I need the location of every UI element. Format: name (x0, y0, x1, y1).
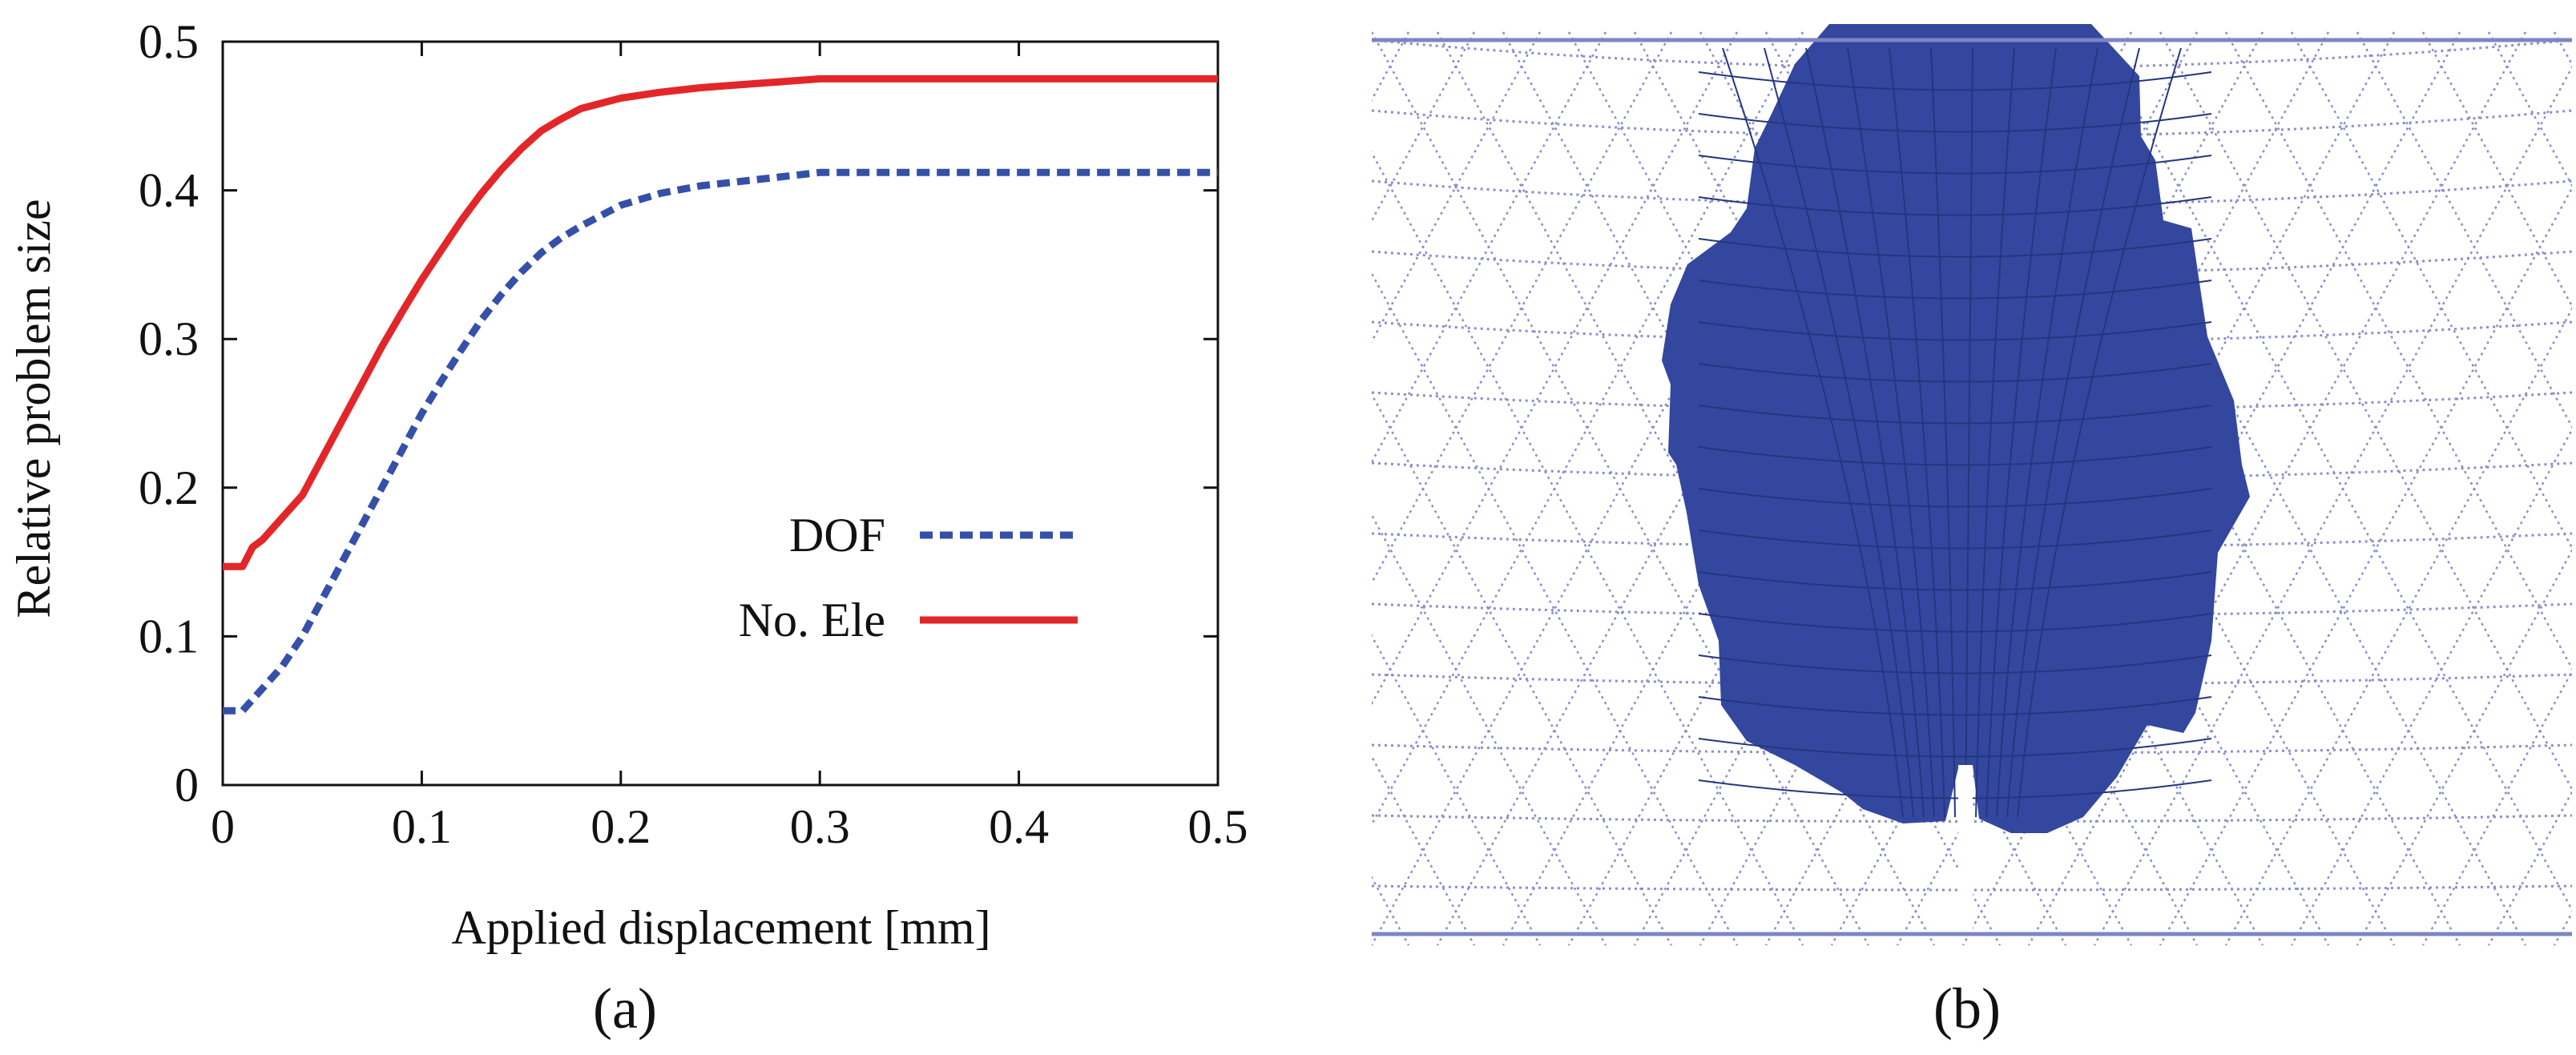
refined-cell-line (1764, 47, 1914, 818)
refined-cell-line (1698, 155, 2212, 175)
mesh-diagonal (2224, 307, 2572, 946)
series-line-no-ele (223, 74, 1218, 570)
mesh-diagonal (1372, 31, 1542, 344)
mesh-diagonal (1372, 513, 1607, 946)
mesh-diagonal (1372, 31, 1476, 223)
refined-cell-line (2017, 47, 2182, 818)
refined-cell-line (2006, 47, 2140, 818)
refined-cell-line (1722, 47, 1904, 818)
legend-label: DOF (789, 509, 885, 562)
refined-cell-line (1985, 47, 2057, 818)
mesh-diagonal (2290, 427, 2572, 946)
mesh-diagonal (2356, 31, 2572, 429)
mesh-arc (1372, 38, 2572, 70)
refined-region (1662, 24, 2250, 833)
mesh-arc (1372, 884, 2572, 892)
y-tick-label: 0.4 (139, 164, 199, 217)
series-layer (223, 74, 1218, 715)
refined-cell-line (1698, 738, 2212, 758)
y-axis-label: Relative problem size (7, 199, 60, 618)
panel-a-caption: (a) (593, 976, 657, 1041)
x-tick-label: 0.3 (790, 800, 850, 853)
mesh-diagonal (1372, 31, 1739, 707)
mesh-diagonal (1372, 31, 1804, 827)
mesh-arc (1372, 602, 2572, 618)
y-tick-labels: 0 0.1 0.2 0.3 0.4 0.5 (139, 15, 199, 811)
refined-cell-line (1698, 280, 2212, 300)
y-tick-label: 0.5 (139, 15, 199, 68)
refined-cell-line (1698, 613, 2212, 633)
refined-cell-line (1698, 446, 2212, 466)
refined-cell-line (1698, 530, 2212, 550)
mesh-diagonal (2553, 910, 2572, 946)
mesh-arc (1372, 814, 2572, 823)
mesh-diagonal (2224, 31, 2572, 670)
refined-cell-line (1698, 405, 2212, 425)
refined-cell-line (1698, 238, 2212, 258)
mesh-diagonal (2356, 548, 2572, 946)
mesh-arc (1372, 673, 2572, 686)
mesh-diagonal (2093, 65, 2572, 946)
mesh-diagonal (2027, 31, 2527, 946)
refined-cell-line (1698, 363, 2212, 383)
y-tick-label: 0.2 (139, 461, 199, 514)
mesh-diagonal (1372, 31, 1607, 465)
mesh-diagonal (2487, 790, 2572, 946)
refined-cell-line (1889, 47, 1945, 818)
mesh-arc (1372, 532, 2572, 549)
series-line-dof (223, 168, 1218, 715)
mesh-diagonal (2487, 31, 2572, 187)
refined-cell-line (1996, 47, 2098, 818)
mesh-arc (1372, 391, 2572, 412)
y-tick-label: 0 (175, 759, 199, 811)
axis-ticks (221, 40, 1219, 787)
x-tick-label: 0.5 (1188, 800, 1248, 853)
mesh-panel: (b) (452, 24, 2572, 1041)
mesh-diagonal (1372, 31, 1673, 586)
x-tick-label: 0.4 (989, 800, 1049, 853)
mesh-diagonal (2553, 31, 2572, 67)
refined-cell-line (1698, 488, 2212, 508)
legend-label: No. Ele (739, 594, 885, 646)
refined-cell-line (1975, 47, 2015, 818)
mesh-diagonal (2290, 31, 2572, 550)
mesh-diagonal (452, 32, 949, 945)
mesh-arc (1372, 109, 2572, 138)
chart-panel: 0 0.1 0.2 0.3 0.4 0.5 0 0.1 0.2 0.3 0.4 0.5 DOF No.… (7, 15, 1248, 1041)
refined-cell-line (1698, 654, 2212, 674)
mesh-arc (1372, 179, 2572, 207)
mesh-arc (1372, 743, 2572, 755)
x-tick-label: 0.1 (392, 800, 452, 853)
mesh-diagonal (1372, 634, 1542, 946)
mesh-arc (1372, 320, 2572, 344)
x-tick-label: 0 (211, 800, 235, 853)
legend: DOF No. Ele (739, 509, 1078, 646)
mesh-wireframe (452, 31, 2572, 946)
mesh-arc (1372, 461, 2572, 481)
mesh-diagonal (452, 32, 949, 945)
x-tick-labels: 0 0.1 0.2 0.3 0.4 0.5 (211, 800, 1248, 853)
x-tick-label: 0.2 (591, 800, 651, 853)
plot-frame (221, 40, 1219, 787)
refined-cell-line (1847, 47, 1935, 818)
mesh-diagonal (2421, 31, 2572, 308)
refined-cell-line (1698, 696, 2212, 716)
x-axis-label: Applied displacement [mm] (451, 901, 990, 954)
refined-cell-line (1698, 113, 2212, 133)
y-tick-label: 0.1 (139, 610, 199, 662)
mesh-diagonal (2159, 186, 2572, 946)
mesh-diagonal (1372, 755, 1476, 946)
refined-cell-line (1930, 47, 1956, 818)
refined-cell-line (1698, 571, 2212, 591)
y-tick-label: 0.3 (139, 312, 199, 365)
panel-b-caption: (b) (1933, 976, 2001, 1041)
crack-notch (1958, 765, 1973, 937)
mesh-diagonal (2421, 669, 2572, 946)
refined-cell-line (1698, 321, 2212, 341)
mesh-arc (1372, 250, 2572, 275)
refined-cell-line (1805, 47, 1925, 818)
